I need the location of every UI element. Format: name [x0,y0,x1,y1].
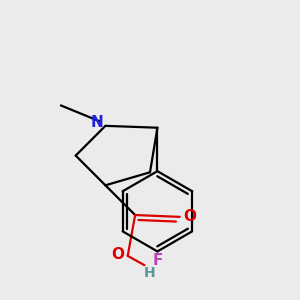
Text: F: F [152,253,163,268]
Text: O: O [111,247,124,262]
Text: N: N [91,116,103,130]
Text: O: O [184,209,196,224]
Text: H: H [144,266,156,280]
